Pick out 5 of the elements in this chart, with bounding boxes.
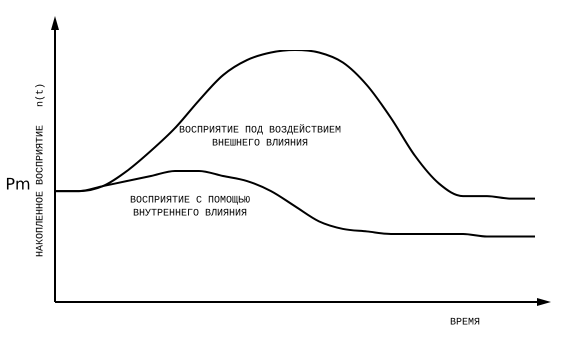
x-axis-title: ВРЕМЯ — [450, 318, 480, 329]
annotation: ВОСПРИЯТИЕ ПОД ВОЗДЕЙСТВИЕМ ВНЕШНЕГО ВЛИЯНИЯ — [178, 124, 342, 150]
y-axis-title: НАКОПЛЕННОЕ ВОСПРИЯТИЕ n(t) — [34, 82, 47, 258]
text: Pm — [5, 174, 31, 194]
annotation: ВОСПРИЯТИЕ С ПОМОЩЬЮ ВНУТРЕННЕГО ВЛИЯНИЯ — [130, 196, 250, 220]
